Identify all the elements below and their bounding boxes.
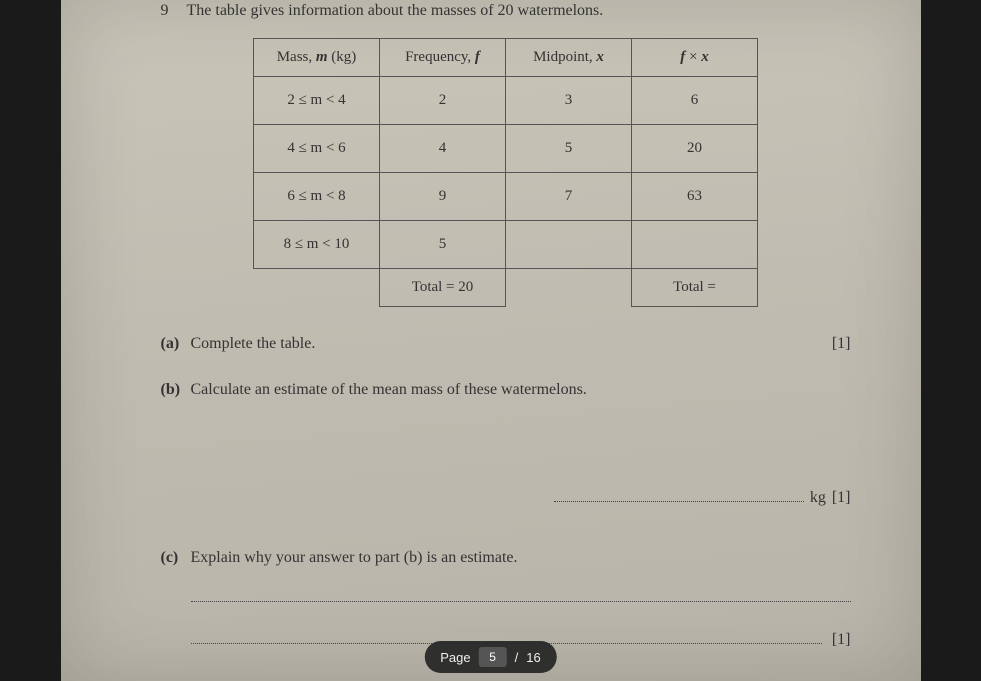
cell-total-freq: Total = 20 [380, 269, 506, 307]
answer-blank-line [191, 601, 851, 602]
cell-mid: 5 [506, 125, 632, 173]
cell-freq: 4 [380, 125, 506, 173]
answer-line-b: kg [1] [161, 489, 851, 507]
question-header: 9 The table gives information about the … [161, 0, 851, 20]
cell-empty [506, 269, 632, 307]
part-a: (a) Complete the table. [1] [161, 335, 851, 353]
header-mass: Mass, m (kg) [254, 39, 380, 77]
table-row: 6 ≤ m < 8 9 7 63 [254, 173, 758, 221]
table-row: 2 ≤ m < 4 2 3 6 [254, 77, 758, 125]
cell-fx: 63 [632, 173, 758, 221]
table-header-row: Mass, m (kg) Frequency, f Midpoint, x f … [254, 39, 758, 77]
pager-label: Page [440, 650, 470, 665]
cell-mass: 4 ≤ m < 6 [254, 125, 380, 173]
part-label: (a) [161, 335, 191, 353]
cell-mass: 8 ≤ m < 10 [254, 221, 380, 269]
header-fx: f × x [632, 39, 758, 77]
cell-empty [254, 269, 380, 307]
cell-freq: 2 [380, 77, 506, 125]
header-midpoint: Midpoint, x [506, 39, 632, 77]
pager-separator: / [515, 650, 519, 665]
frequency-table: Mass, m (kg) Frequency, f Midpoint, x f … [253, 38, 758, 307]
answer-blank [554, 501, 804, 502]
part-b: (b) Calculate an estimate of the mean ma… [161, 381, 851, 399]
question-number: 9 [161, 2, 169, 20]
part-label: (b) [161, 381, 191, 399]
part-c: (c) Explain why your answer to part (b) … [161, 549, 851, 567]
cell-fx: 20 [632, 125, 758, 173]
marks: [1] [822, 335, 851, 353]
table-container: Mass, m (kg) Frequency, f Midpoint, x f … [161, 38, 851, 307]
cell-fx: 6 [632, 77, 758, 125]
cell-mass: 6 ≤ m < 8 [254, 173, 380, 221]
cell-mid: 7 [506, 173, 632, 221]
cell-mid: 3 [506, 77, 632, 125]
cell-fx [632, 221, 758, 269]
page-number-input[interactable] [479, 647, 507, 667]
page-indicator: Page / 16 [424, 641, 556, 673]
cell-total-fx: Total = [632, 269, 758, 307]
marks: [1] [832, 489, 851, 507]
cell-mid [506, 221, 632, 269]
part-text: Calculate an estimate of the mean mass o… [191, 381, 851, 399]
header-frequency: Frequency, f [380, 39, 506, 77]
table-totals-row: Total = 20 Total = [254, 269, 758, 307]
cell-freq: 5 [380, 221, 506, 269]
part-text: Complete the table. [191, 335, 822, 353]
answer-lines-c: [1] [161, 567, 851, 649]
pager-total: 16 [526, 650, 540, 665]
marks: [1] [832, 631, 851, 649]
part-label: (c) [161, 549, 191, 567]
question-intro: The table gives information about the ma… [187, 2, 604, 20]
cell-mass: 2 ≤ m < 4 [254, 77, 380, 125]
document-page: 9 The table gives information about the … [61, 0, 921, 681]
part-text: Explain why your answer to part (b) is a… [191, 549, 851, 567]
table-row: 4 ≤ m < 6 4 5 20 [254, 125, 758, 173]
table-row: 8 ≤ m < 10 5 [254, 221, 758, 269]
answer-unit: kg [810, 489, 826, 507]
cell-freq: 9 [380, 173, 506, 221]
